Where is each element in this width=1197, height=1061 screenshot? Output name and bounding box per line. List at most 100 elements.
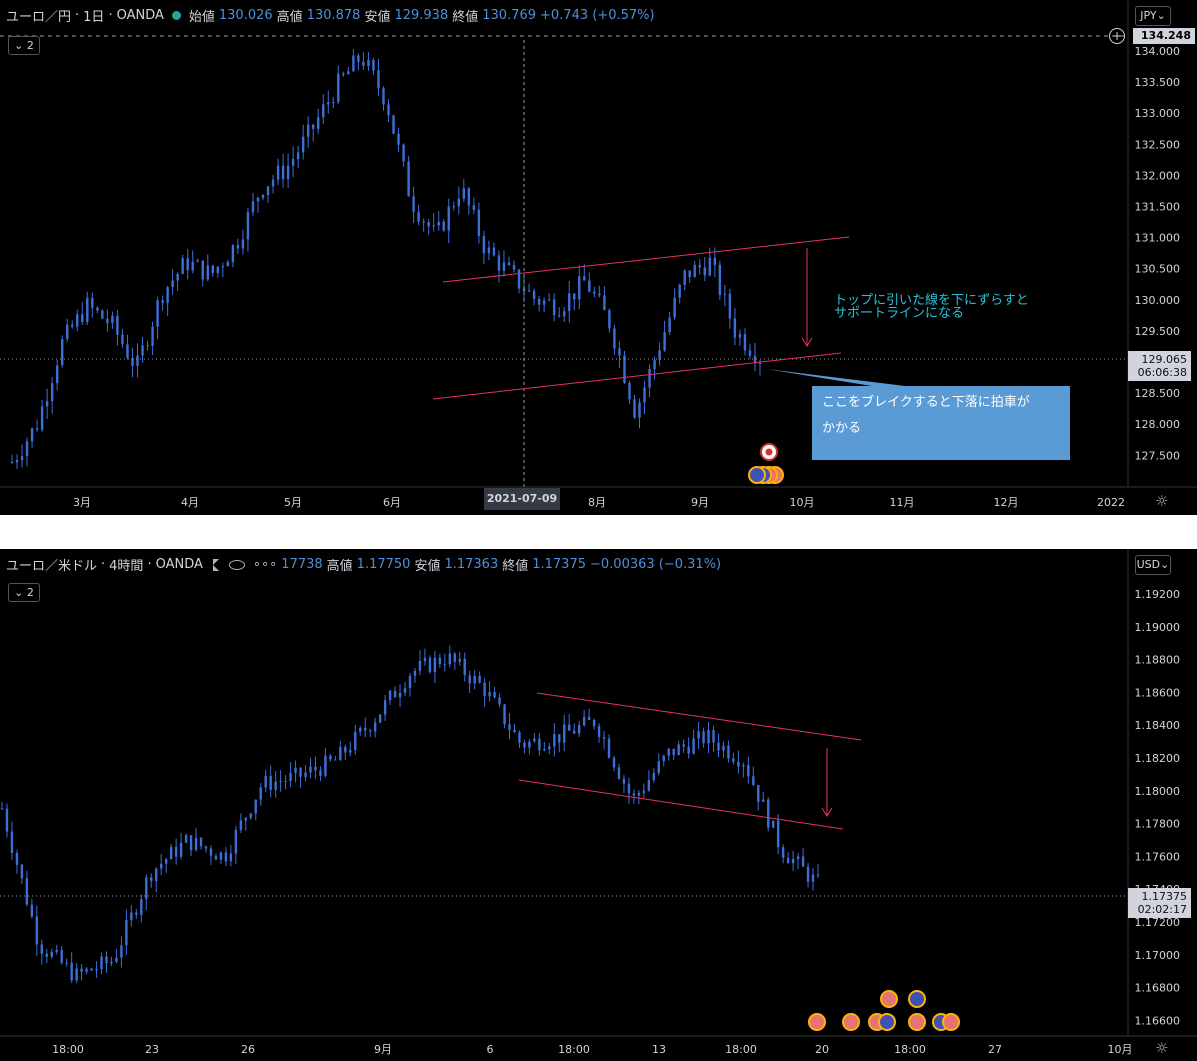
candle-body [703, 267, 706, 276]
candle-body [334, 759, 337, 761]
candle-body [417, 211, 420, 222]
us-flag-event-icon[interactable] [908, 1013, 926, 1031]
candle-body [457, 198, 460, 207]
candle-body [357, 55, 360, 62]
resistance-trendline[interactable] [536, 692, 862, 741]
indicators-toggle[interactable]: ⌄ 2 [8, 36, 40, 55]
candle-body [60, 950, 63, 963]
candle-body [219, 852, 223, 860]
candle-body [517, 269, 521, 289]
candle-body [294, 767, 297, 773]
callout-box[interactable]: ここをブレイクすると下落に拍車が かかる [812, 386, 1070, 460]
candle-body [652, 773, 656, 781]
candle-body [359, 727, 362, 732]
indicators-toggle[interactable]: ⌄ 2 [8, 583, 40, 602]
note-line-1: トップに引いた線を下にずらすと [834, 293, 1029, 308]
us-flag-event-icon[interactable] [942, 1013, 960, 1031]
candle-body [86, 297, 89, 322]
candle-body [329, 755, 332, 760]
candle-body [498, 697, 501, 705]
candle-body [538, 738, 541, 751]
price-tick-label: 1.17200 [1135, 916, 1181, 929]
us-flag-event-icon[interactable] [842, 1013, 860, 1031]
add-alert-icon[interactable]: + [1109, 28, 1125, 44]
us-flag-event-icon[interactable] [808, 1013, 826, 1031]
currency-select[interactable]: JPY⌄ [1135, 6, 1171, 26]
current-price: 1.17375 [1141, 890, 1188, 903]
candle-body [467, 188, 471, 206]
candle-body [522, 288, 526, 292]
resistance-trendline[interactable] [442, 236, 850, 283]
flag-icon[interactable] [212, 558, 219, 571]
candle-body [66, 324, 69, 340]
candle-body [452, 206, 455, 208]
candle-body [422, 221, 425, 223]
candle-body [727, 745, 730, 759]
candle-body [502, 262, 506, 271]
annotation-note[interactable]: トップに引いた線を下にずらすと サポートラインになる [834, 294, 1029, 320]
candle-body [673, 297, 676, 318]
gear-icon[interactable]: ☼ [1155, 492, 1169, 510]
eurusd-chart-canvas[interactable]: 1.19200 1.19000 1.18800 1.18600 1.18400 1.182… [0, 549, 1197, 1061]
time-tick-label: 9月 [374, 1043, 392, 1056]
candle-body [314, 766, 317, 771]
candle-body [558, 734, 561, 743]
candle-body [532, 290, 536, 299]
candle-body [692, 738, 695, 754]
candle-body [477, 209, 481, 237]
candle-body [658, 350, 661, 360]
time-tick-label: 4月 [181, 496, 199, 509]
eu-flag-event-icon[interactable] [748, 466, 766, 484]
candle-body [296, 152, 300, 160]
market-status-icon [171, 11, 181, 20]
us-flag-event-icon[interactable] [880, 990, 898, 1008]
candle-body [85, 968, 88, 972]
candle-body [518, 732, 521, 743]
eurjpy-chart-panel[interactable]: 134.000 133.500 133.000 132.500 132.000 131.5… [0, 0, 1197, 515]
candle-body [372, 59, 375, 71]
price-tick-label: 1.16600 [1135, 1014, 1181, 1027]
candle-body [115, 957, 118, 962]
eu-flag-event-icon[interactable] [908, 990, 926, 1008]
eurusd-chart-panel[interactable]: 1.19200 1.19000 1.18800 1.18600 1.18400 1.182… [0, 549, 1197, 1061]
eu-flag-event-icon[interactable] [878, 1013, 896, 1031]
high-value: 130.878 [306, 8, 361, 23]
candles-layer [0, 645, 820, 983]
candle-body [752, 776, 755, 786]
candle-body [613, 328, 616, 349]
more-icon[interactable]: ∘∘∘ [252, 557, 278, 572]
interval[interactable]: 4時間 [109, 559, 144, 574]
time-tick-label: 12月 [994, 496, 1019, 509]
price-tick-label: 1.18400 [1135, 719, 1181, 732]
high-price-label: 134.248 [1133, 28, 1195, 44]
support-trendline[interactable] [518, 779, 844, 830]
gear-icon[interactable]: ☼ [1155, 1039, 1169, 1057]
candle-body [776, 820, 780, 848]
symbol-name[interactable]: ユーロ／米ドル [6, 559, 98, 574]
down-arrow-head [801, 337, 813, 347]
currency-select[interactable]: USD⌄ [1135, 555, 1171, 575]
candle-body [528, 741, 531, 748]
candle-body [772, 820, 775, 828]
support-trendline[interactable] [432, 352, 842, 400]
candle-body [261, 195, 265, 198]
candle-body [588, 280, 591, 292]
price-tick-label: 1.17000 [1135, 949, 1181, 962]
price-tick-label: 131.500 [1135, 201, 1181, 214]
candle-body [251, 201, 255, 213]
symbol-name[interactable]: ユーロ／円 [6, 10, 72, 25]
candle-body [344, 746, 347, 753]
candle-body [146, 345, 149, 347]
candle-body [472, 205, 476, 210]
candle-body [241, 239, 245, 249]
candles-layer [10, 48, 762, 469]
candle-body [319, 770, 322, 776]
open-value: 17738 [281, 557, 323, 572]
candle-body [131, 357, 134, 366]
candle-body [593, 291, 596, 294]
candle-body [403, 688, 407, 693]
eye-icon[interactable] [228, 559, 245, 570]
candle-body [35, 916, 39, 945]
interval[interactable]: 1日 [83, 10, 105, 25]
candle-body [557, 315, 561, 317]
